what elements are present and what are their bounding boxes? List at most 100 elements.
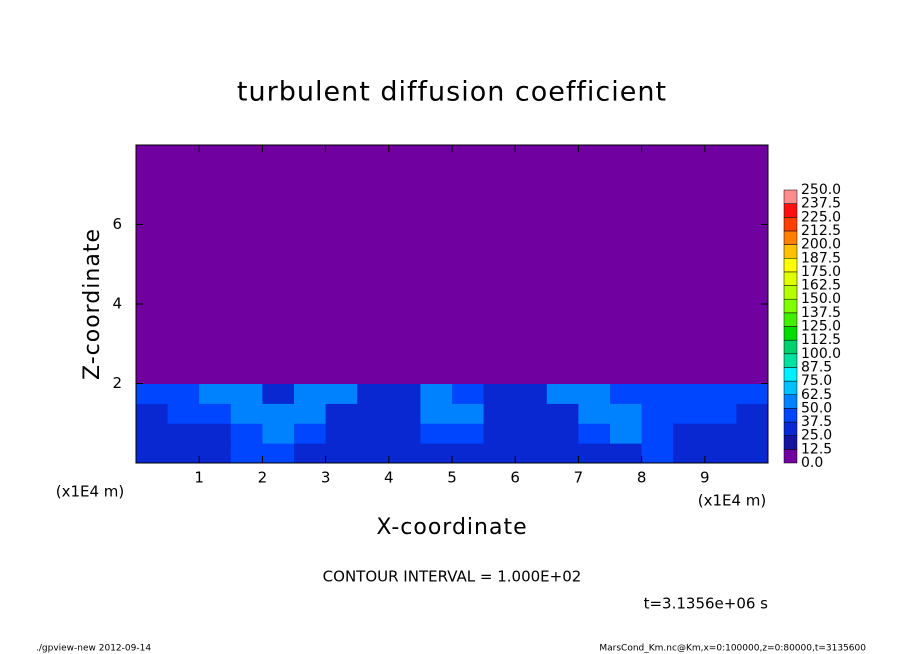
footer-right: MarsCond_Km.nc@Km,x=0:100000,z=0:80000,t…: [599, 644, 866, 654]
field-cell: [420, 423, 453, 444]
field-cell: [483, 443, 516, 464]
field-cell: [546, 383, 579, 404]
y-unit-label: (x1E4 m): [56, 483, 125, 501]
field-cell: [325, 403, 358, 424]
field-cell: [230, 383, 263, 404]
field-cell: [704, 383, 737, 404]
field-cell: [546, 403, 579, 424]
colorbar-label: 125.0: [801, 319, 841, 335]
colorbar-label: 75.0: [801, 373, 832, 389]
x-tick-label: 4: [384, 469, 394, 487]
field-cell: [641, 145, 674, 384]
chart-title: turbulent diffusion coefficient: [237, 77, 667, 108]
field-cell: [294, 423, 327, 444]
colorbar-band: [783, 217, 798, 232]
field-cell: [357, 145, 390, 384]
field-cell: [357, 443, 390, 464]
colorbar-band: [783, 339, 798, 355]
colorbar-band: [783, 380, 798, 396]
field-cell: [673, 145, 706, 384]
colorbar-band: [783, 408, 798, 423]
field-cell: [199, 383, 232, 404]
field-cell: [420, 443, 453, 464]
field-cell: [515, 145, 548, 384]
colorbar-band: [783, 367, 798, 382]
field-cell: [704, 403, 737, 424]
time-label: t=3.1356e+06 s: [644, 595, 769, 613]
field-cell: [483, 403, 516, 424]
colorbar-band: [783, 394, 798, 409]
field-cell: [262, 403, 295, 424]
colorbar-label: 25.0: [801, 428, 832, 444]
colorbar-band: [783, 189, 798, 204]
colorbar-label: 187.5: [801, 250, 841, 266]
colorbar-label: 87.5: [801, 359, 832, 375]
field-cell: [452, 403, 485, 424]
field-cell: [357, 383, 390, 404]
field-cell: [420, 403, 453, 424]
field-cell: [199, 423, 232, 444]
field-cell: [452, 443, 485, 464]
x-tick-label: 1: [194, 469, 204, 487]
y-tick-label: 6: [112, 215, 122, 233]
field-cell: [452, 383, 485, 404]
field-cell: [641, 383, 674, 404]
field-cell: [388, 145, 421, 384]
colorbar-label: 37.5: [801, 414, 832, 430]
x-tick-label: 9: [700, 469, 710, 487]
field-cell: [546, 443, 579, 464]
x-tick-label: 5: [447, 469, 457, 487]
footer-left: ./gpview-new 2012-09-14: [36, 644, 151, 654]
field-cell: [388, 423, 421, 444]
field-cell: [483, 423, 516, 444]
field-cell: [388, 443, 421, 464]
field-cell: [199, 403, 232, 424]
field-cell: [578, 443, 611, 464]
field-cell: [230, 443, 263, 464]
field-cell: [641, 403, 674, 424]
field-cell: [546, 145, 579, 384]
colorbar-label: 150.0: [801, 291, 841, 307]
field-cell: [262, 383, 295, 404]
field-cell: [736, 383, 769, 404]
x-tick-label: 2: [258, 469, 268, 487]
field-cell: [136, 145, 169, 384]
field-cell: [230, 145, 263, 384]
field-cell: [167, 443, 200, 464]
field-cell: [515, 423, 548, 444]
colorbar-label: 237.5: [801, 196, 841, 212]
field-cell: [136, 383, 169, 404]
field-cell: [199, 145, 232, 384]
field-cell: [515, 443, 548, 464]
field-cell: [262, 423, 295, 444]
field-cell: [136, 423, 169, 444]
field-cell: [610, 145, 643, 384]
colorbar-band: [783, 285, 798, 300]
field-cell: [452, 423, 485, 444]
colorbar-band: [783, 421, 798, 436]
field-cell: [610, 423, 643, 444]
field-cell: [578, 423, 611, 444]
x-tick-label: 7: [574, 469, 584, 487]
field-cell: [357, 423, 390, 444]
field-cell: [452, 145, 485, 384]
field-cell: [515, 383, 548, 404]
colorbar-band: [783, 258, 798, 273]
field-cell: [325, 145, 358, 384]
field-cell: [199, 443, 232, 464]
colorbar-band: [783, 271, 798, 286]
colorbar-label: 137.5: [801, 305, 841, 321]
field-cell: [230, 403, 263, 424]
colorbar-label: 12.5: [801, 441, 832, 457]
x-tick-label: 3: [321, 469, 331, 487]
field-cell: [673, 443, 706, 464]
field-cell: [673, 423, 706, 444]
colorbar-label: 225.0: [801, 209, 841, 225]
field-cell: [515, 403, 548, 424]
colorbar-band: [783, 244, 798, 259]
colorbar-band: [783, 312, 798, 327]
colorbar-band: [783, 449, 798, 464]
x-axis-label: X-coordinate: [376, 515, 527, 540]
x-tick-label: 8: [637, 469, 647, 487]
